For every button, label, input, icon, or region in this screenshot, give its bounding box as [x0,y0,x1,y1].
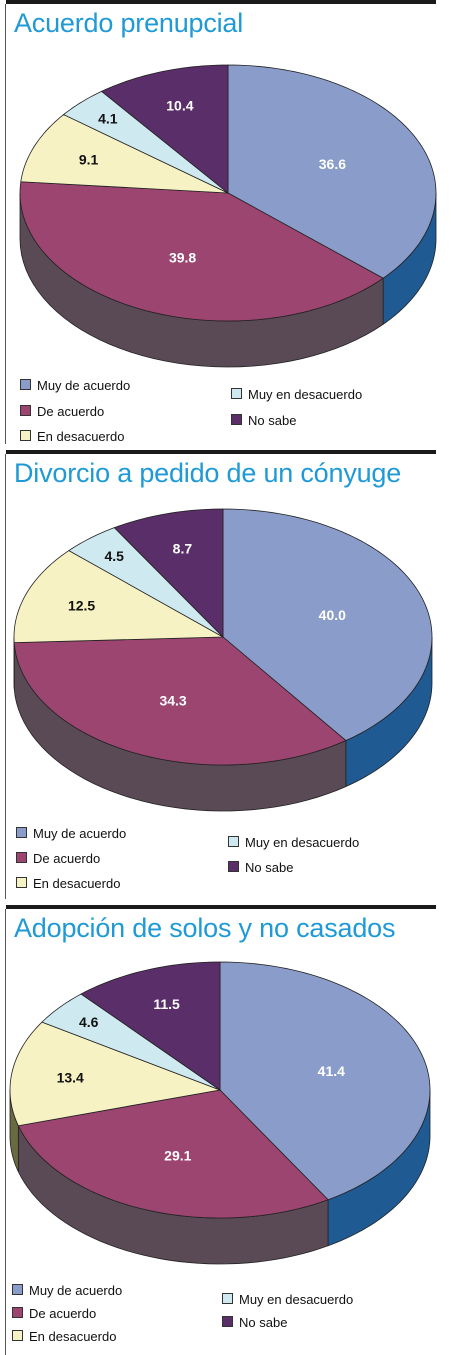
pie-slice-de-acuerdo [19,181,384,322]
legend-label: Muy de acuerdo [37,378,131,393]
pie-slice-de-acuerdo [13,636,347,766]
left-rule [5,454,6,899]
top-rule [6,450,436,454]
chart-title: Divorcio a pedido de un cónyuge [14,458,402,488]
legend-label: De acuerdo [29,1306,97,1321]
legend-item-de-acuerdo: De acuerdo [16,851,100,866]
chart-panel-2: Divorcio a pedido de un cónyuge 40.0 34.3… [0,450,451,905]
pie-slice-muy-de-acuerdo [227,64,437,279]
legend-swatch [20,405,31,416]
legend-item-muy-de-acuerdo: Muy de acuerdo [20,378,130,393]
slice-label-no-sabe: 8.7 [173,540,193,556]
legend-item-de-acuerdo: De acuerdo [12,1306,96,1321]
slice-label-en-desacuerdo: 13.4 [57,1069,84,1085]
legend-item-en-desacuerdo: En desacuerdo [20,429,124,444]
pie-slice-en-desacuerdo [9,1021,222,1127]
pie-slice-no-sabe [113,508,224,638]
pie-slice-muy-de-acuerdo [219,961,431,1201]
slice-label-de-acuerdo: 29.1 [164,1148,191,1164]
slice-label-no-sabe: 11.5 [153,996,180,1012]
legend-label: No sabe [245,860,294,875]
legend-swatch [231,388,242,399]
legend-label: No sabe [239,1315,288,1330]
pie-slice-muy-en-desacuerdo [41,993,221,1091]
legend-swatch [12,1284,23,1295]
slice-label-de-acuerdo: 34.3 [159,692,186,708]
slice-label-muy-en-desacuerdo: 4.6 [79,1014,99,1030]
legend-swatch [20,430,31,441]
top-rule [6,0,436,4]
pie-slice-no-sabe [100,64,229,194]
slice-label-muy-en-desacuerdo: 4.1 [98,111,118,127]
top-rule [6,905,436,909]
legend-swatch [16,877,27,888]
legend-swatch [16,852,27,863]
chart-title: Adopción de solos y no casados [14,913,396,943]
legend-item-muy-en-desacuerdo: Muy en desacuerdo [228,835,359,850]
pie-slice-en-desacuerdo [13,550,225,644]
legend-item-de-acuerdo: De acuerdo [20,404,104,419]
slice-label-muy-de-acuerdo: 36.6 [319,156,346,172]
pie-slice-muy-en-desacuerdo [62,90,229,194]
legend-label: Muy en desacuerdo [248,387,363,402]
legend-item-muy-en-desacuerdo: Muy en desacuerdo [231,387,362,402]
chart-panel-1: Acuerdo prenupcial 36.6 39.8 9.1 4.1 10.4 Mu… [0,0,451,450]
legend-swatch [222,1316,233,1327]
legend-item-no-sabe: No sabe [231,413,296,428]
legend-swatch [231,414,242,425]
legend-swatch [222,1293,233,1304]
legend-item-muy-de-acuerdo: Muy de acuerdo [16,826,126,841]
slice-label-muy-de-acuerdo: 41.4 [318,1063,345,1079]
legend-item-no-sabe: No sabe [228,860,293,875]
pie-chart: 40.0 34.3 12.5 4.5 8.7 [13,508,433,812]
legend-swatch [12,1307,23,1318]
slice-label-en-desacuerdo: 9.1 [79,151,99,167]
pie-slice-no-sabe [80,961,221,1091]
legend-item-no-sabe: No sabe [222,1315,287,1330]
legend-label: Muy en desacuerdo [245,835,360,850]
pie-slice-muy-en-desacuerdo [68,527,224,638]
legend-label: De acuerdo [37,404,105,419]
slice-label-muy-de-acuerdo: 40.0 [319,607,346,623]
slice-label-en-desacuerdo: 12.5 [68,598,95,614]
left-rule [5,4,6,444]
legend-swatch [12,1330,23,1341]
pie-slice-de-acuerdo [17,1089,329,1219]
legend-swatch [228,861,239,872]
legend-item-en-desacuerdo: En desacuerdo [12,1329,116,1344]
legend-swatch [20,379,31,390]
legend-label: De acuerdo [33,851,101,866]
slice-label-no-sabe: 10.4 [166,98,193,114]
pie-slice-muy-de-acuerdo [222,508,433,742]
legend-item-en-desacuerdo: En desacuerdo [16,876,120,891]
left-rule [5,909,6,1355]
chart-panel-3: Adopción de solos y no casados 41.4 29.1 1… [0,905,451,1355]
legend-item-muy-de-acuerdo: Muy de acuerdo [12,1283,122,1298]
slice-label-de-acuerdo: 39.8 [169,250,196,266]
slice-label-muy-en-desacuerdo: 4.5 [104,548,124,564]
chart-title: Acuerdo prenupcial [14,8,244,38]
legend-label: Muy de acuerdo [33,826,127,841]
legend-label: Muy en desacuerdo [239,1292,354,1307]
legend-swatch [16,827,27,838]
legend-label: No sabe [248,413,297,428]
legend-label: En desacuerdo [37,429,125,444]
pie-chart: 41.4 29.1 13.4 4.6 11.5 [9,961,431,1265]
legend-label: En desacuerdo [33,876,121,891]
pie-chart: 36.6 39.8 9.1 4.1 10.4 [19,64,437,368]
pie-slice-en-desacuerdo [20,114,229,194]
legend-item-muy-en-desacuerdo: Muy en desacuerdo [222,1292,353,1307]
legend-label: En desacuerdo [29,1329,117,1344]
legend-swatch [228,836,239,847]
legend-label: Muy de acuerdo [29,1283,123,1298]
